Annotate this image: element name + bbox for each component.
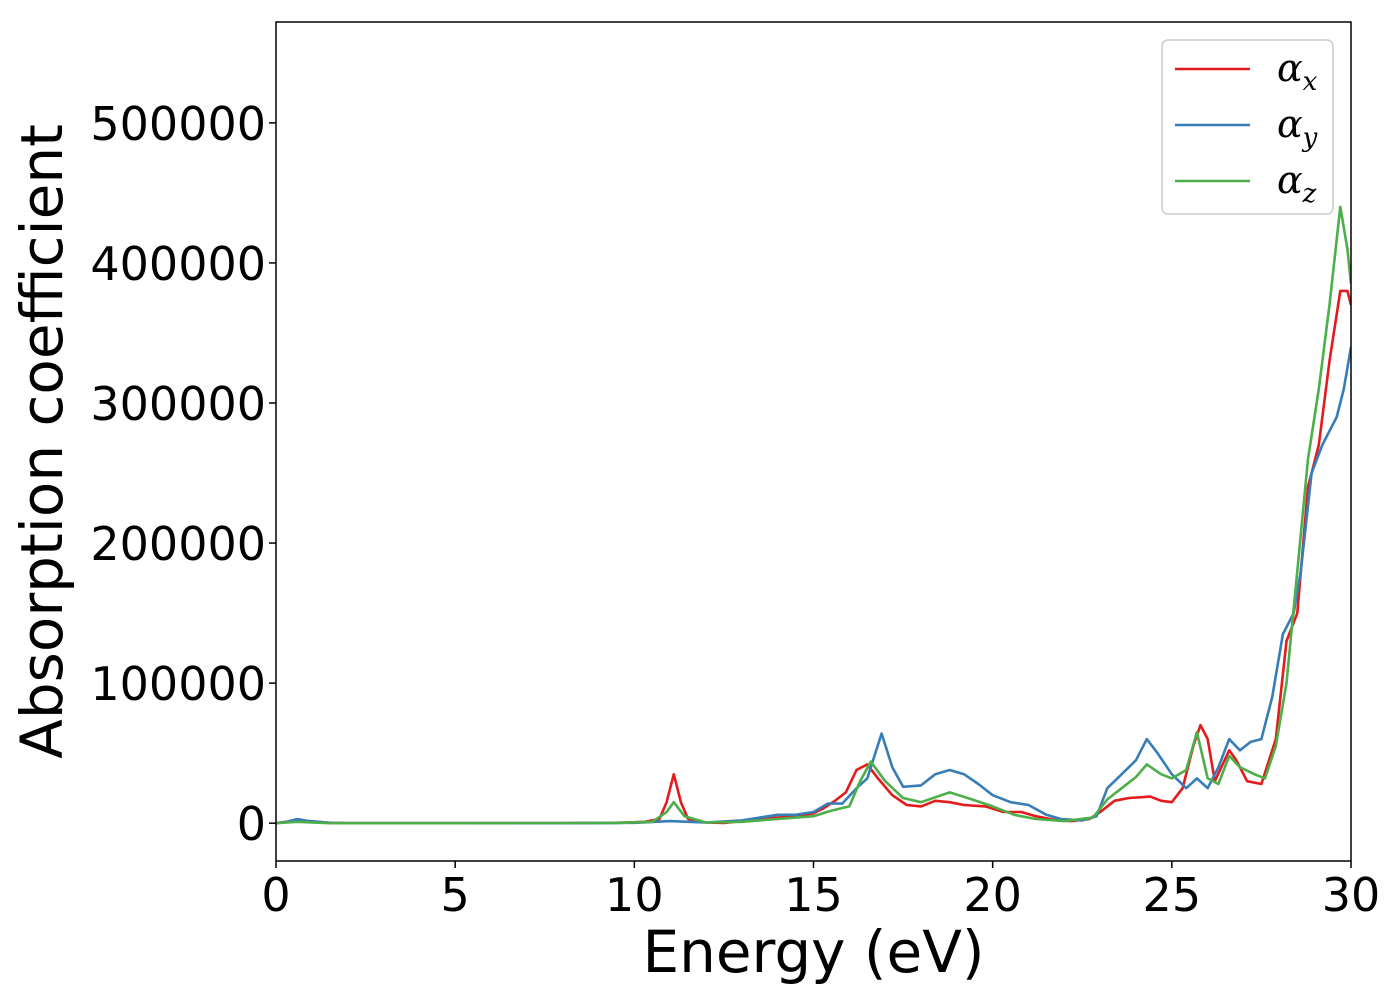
x-tick-label: 25 [1143, 868, 1202, 922]
y-tick-label: 400000 [90, 237, 266, 291]
legend-box [1161, 39, 1334, 215]
y-tick-label: 500000 [90, 97, 266, 151]
x-tick-label: 0 [261, 868, 290, 922]
y-tick-label: 0 [237, 797, 266, 851]
x-axis-title: Energy (eV) [642, 918, 984, 986]
y-axis-title: Absorption coefficient [8, 124, 76, 759]
x-tick-label: 5 [441, 868, 470, 922]
legend-label-y: αy [1277, 102, 1318, 153]
series-line-z [276, 205, 1351, 825]
y-tick-label: 100000 [90, 657, 266, 711]
plot-area [276, 205, 1351, 825]
series-line-y [276, 346, 1351, 825]
legend-label-z: αz [1277, 158, 1317, 209]
y-tick-label: 300000 [90, 377, 266, 431]
x-tick-label: 30 [1322, 868, 1381, 922]
series-line-x [276, 289, 1351, 825]
x-tick-label: 10 [605, 868, 664, 922]
x-tick-label: 15 [784, 868, 843, 922]
y-axis: 0 100000 200000 300000 400000 500000 [90, 97, 276, 851]
y-tick-label: 200000 [90, 517, 266, 571]
legend-label-x: αx [1277, 46, 1318, 97]
x-tick-label: 20 [963, 868, 1022, 922]
x-axis: 0 5 10 15 20 25 30 [261, 861, 1380, 922]
